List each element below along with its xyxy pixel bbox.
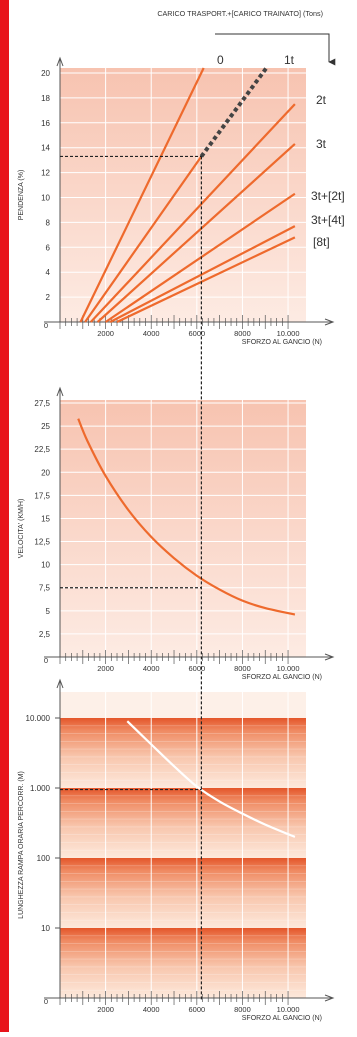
y-tick-label: 6 bbox=[46, 243, 51, 252]
y-axis-arrow bbox=[56, 678, 64, 689]
x-axis-title: SFORZO AL GANCIO (N) bbox=[242, 674, 322, 681]
axes: 2000 4000 6000 8000 10.000 0 SFORZO AL GANCIO … bbox=[18, 678, 335, 1022]
load-curve-labels: 0 1t 2t 3t 3t+[2t] 3t+[4t] [8t] bbox=[217, 53, 345, 249]
plot-background bbox=[60, 400, 306, 657]
x-tick-label: 2000 bbox=[97, 1005, 114, 1014]
header-arrow bbox=[215, 33, 336, 66]
series-line-1-6 bbox=[109, 225, 296, 323]
y-tick-label: 16 bbox=[41, 119, 50, 128]
curve-label-0: 0 bbox=[217, 53, 224, 67]
series-line-1-7 bbox=[116, 236, 296, 323]
series-line-1-2 bbox=[199, 66, 268, 158]
x-tick-label: 2000 bbox=[97, 329, 114, 338]
header: CARICO TRASPORT.+[CARICO TRAINATO] (Tons… bbox=[157, 9, 336, 66]
y-axis-arrow bbox=[56, 386, 64, 397]
y-axis-title: VELOCITA' (KM/H) bbox=[18, 499, 25, 559]
curve-label-1t: 1t bbox=[284, 53, 295, 67]
y-tick-label: 10 bbox=[41, 561, 50, 570]
y-tick-label: 20 bbox=[41, 468, 50, 477]
y-tick-label: 20 bbox=[41, 69, 50, 78]
x-tick-label: 8000 bbox=[234, 664, 251, 673]
series-line-1-5 bbox=[104, 192, 296, 323]
decade-band bbox=[60, 858, 306, 928]
x-tick-label: 6000 bbox=[188, 1005, 205, 1014]
series-line-2-0 bbox=[77, 418, 296, 616]
y-tick-label: 8 bbox=[46, 218, 51, 227]
curve-label-2t: 2t bbox=[316, 93, 327, 107]
y-tick-label: 2,5 bbox=[39, 630, 51, 639]
y-tick-label: 2 bbox=[46, 293, 51, 302]
y-tick-label: 10 bbox=[41, 924, 50, 933]
series-line-1-1 bbox=[84, 155, 203, 323]
y-tick-label: 15 bbox=[41, 514, 50, 523]
y-tick-label: 1.000 bbox=[30, 784, 51, 793]
x-axis-arrow bbox=[324, 653, 335, 661]
chart-1: 2000 4000 6000 8000 10.000 0 SFORZO AL GANCIO … bbox=[18, 56, 335, 346]
y-tick-label: 22,5 bbox=[34, 445, 50, 454]
curve-label-3t-2t: 3t+[2t] bbox=[311, 189, 345, 203]
curve-label-3t: 3t bbox=[316, 137, 327, 151]
y-tick-label: 12,5 bbox=[34, 538, 50, 547]
y-tick-label: 27,5 bbox=[34, 399, 50, 408]
decade-band bbox=[60, 928, 306, 998]
series-line-3-0 bbox=[126, 720, 296, 838]
y-tick-label: 14 bbox=[41, 144, 50, 153]
decade-band bbox=[60, 718, 306, 788]
x-axis-title: SFORZO AL GANCIO (N) bbox=[242, 1015, 322, 1022]
series-line-1-3 bbox=[89, 103, 296, 323]
curve-label-3t-4t: 3t+[4t] bbox=[311, 213, 345, 227]
y-tick-label: 10 bbox=[41, 194, 50, 203]
x-tick-label: 10.000 bbox=[277, 1005, 300, 1014]
y-tick-label: 100 bbox=[37, 854, 51, 863]
x-tick-label: 10.000 bbox=[277, 329, 300, 338]
series-line-1-4 bbox=[96, 143, 296, 323]
origin-label: 0 bbox=[44, 656, 48, 665]
header-load-label: CARICO TRASPORT.+[CARICO TRAINATO] (Tons… bbox=[157, 9, 323, 18]
y-tick-label: 10.000 bbox=[26, 714, 51, 723]
red-accent-bar bbox=[0, 0, 9, 1032]
y-tick-label: 5 bbox=[46, 607, 51, 616]
x-tick-label: 8000 bbox=[234, 1005, 251, 1014]
y-tick-label: 25 bbox=[41, 422, 50, 431]
decade-band bbox=[60, 788, 306, 858]
y-axis-arrow bbox=[56, 56, 64, 67]
chart-3: 2000 4000 6000 8000 10.000 0 SFORZO AL GANCIO … bbox=[18, 678, 335, 1022]
x-axis-arrow bbox=[324, 318, 335, 326]
origin-label: 0 bbox=[44, 321, 48, 330]
x-axis-arrow bbox=[324, 994, 335, 1002]
y-axis-title: LUNGHEZZA RAMPA ORARIA PERCORR. (M) bbox=[18, 771, 25, 919]
axes: 2000 4000 6000 8000 10.000 0 SFORZO AL GANCIO … bbox=[18, 386, 335, 681]
y-axis-title: PENDENZA (%) bbox=[18, 170, 25, 221]
x-tick-label: 4000 bbox=[143, 664, 160, 673]
y-tick-label: 4 bbox=[46, 268, 51, 277]
chart-2: 2000 4000 6000 8000 10.000 0 SFORZO AL GANCIO … bbox=[18, 386, 335, 681]
y-tick-label: 17,5 bbox=[34, 491, 50, 500]
x-tick-label: 6000 bbox=[188, 329, 205, 338]
y-tick-label: 12 bbox=[41, 169, 50, 178]
x-tick-label: 4000 bbox=[143, 329, 160, 338]
origin-label: 0 bbox=[44, 997, 48, 1006]
y-tick-label: 18 bbox=[41, 94, 50, 103]
x-axis-title: SFORZO AL GANCIO (N) bbox=[242, 339, 322, 346]
x-tick-label: 6000 bbox=[188, 664, 205, 673]
x-tick-label: 10.000 bbox=[277, 664, 300, 673]
curve-label-8t: [8t] bbox=[313, 235, 330, 249]
series-line-1-0 bbox=[79, 67, 205, 323]
x-tick-label: 4000 bbox=[143, 1005, 160, 1014]
x-tick-label: 2000 bbox=[97, 664, 114, 673]
x-tick-label: 8000 bbox=[234, 329, 251, 338]
y-tick-label: 7,5 bbox=[39, 584, 51, 593]
